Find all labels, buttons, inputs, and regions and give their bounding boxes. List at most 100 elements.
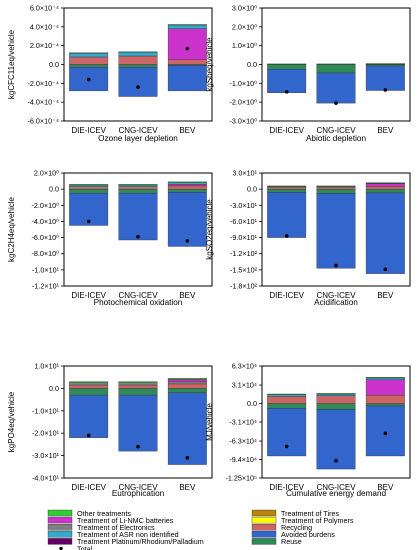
bar-segment-recycling	[365, 394, 405, 404]
legend-total-marker	[59, 546, 63, 550]
total-marker	[136, 85, 140, 89]
legend-swatch-treatment-asr	[47, 531, 73, 538]
legend-swatch-other-treatments	[47, 509, 73, 517]
bar-segment-treatment-asr	[118, 184, 158, 187]
bar-segment-other-treatments	[316, 63, 356, 65]
bar-segment-recycling	[69, 186, 109, 190]
legend-swatch-treatment-polymers	[251, 516, 277, 524]
bar-segment-recycling	[316, 186, 356, 190]
y-tick-label: 2.0×10⁰	[232, 22, 257, 31]
x-tick-label: CNG-ICEV	[316, 291, 356, 300]
y-tick-label: 3.1×10⁴	[232, 381, 257, 390]
bar-segment-avoided-burdens	[267, 192, 307, 238]
bar-segment-recycling	[316, 395, 356, 404]
bar-segment-recycling	[118, 186, 158, 190]
bar-segment-reuse	[267, 64, 307, 70]
y-axis-label: MJ/vehicle	[205, 403, 214, 441]
y-tick-label: -3.0×10⁰	[230, 117, 258, 126]
bar-segment-treatment-asr	[167, 182, 207, 185]
bar-segment-treatment-asr	[69, 184, 109, 187]
y-tick-label: -6.0×10¹	[230, 217, 258, 226]
x-tick-label: DIE-ICEV	[269, 291, 304, 300]
y-tick-label: 3.0×10⁰	[232, 4, 257, 13]
y-axis-label: kgSO2eq/vehicle	[205, 199, 214, 260]
y-tick-label: 0.0	[247, 185, 257, 194]
bar-segment-recycling	[267, 396, 307, 404]
y-axis-label: kgPO4eq/vehicle	[7, 391, 16, 452]
bar-segment-avoided-burdens	[118, 394, 158, 452]
bar-segment-other-treatments	[267, 185, 307, 187]
bar-segment-other-treatments	[118, 51, 158, 53]
x-tick-label: CNG-ICEV	[316, 483, 356, 492]
bar-segment-treatment-li-nmc	[365, 379, 405, 396]
chart-panel-1: -6.0×10⁻⁴ -4.0×10⁻⁴ -2.0×10⁻⁴ 0.0 2.0×10⁻⁴ 4.…	[7, 4, 213, 143]
y-tick-label: -2.0×10⁰	[230, 98, 258, 107]
total-marker	[383, 267, 388, 272]
bar-segment-treatment-asr	[167, 24, 207, 29]
bar-segment-treatment-li-nmc	[365, 183, 405, 187]
bar-segment-reuse	[267, 403, 307, 409]
x-tick-label: DIE-ICEV	[71, 483, 106, 492]
bar-segment-reuse	[69, 188, 109, 194]
bar-segment-other-treatments	[167, 24, 207, 26]
bar-segment-reuse	[316, 64, 356, 74]
legend-label: Treatment of Tires	[281, 509, 339, 518]
legend-swatch-treatment-li-nmc	[47, 516, 73, 524]
legend-swatch-avoided-burdens	[251, 531, 277, 538]
y-tick-label: -1.0×10⁰	[230, 79, 258, 88]
bar-segment-avoided-burdens	[365, 405, 405, 457]
y-tick-label: -1.2×10²	[230, 249, 258, 258]
legend-label: Recycling	[281, 523, 312, 532]
bar-segment-reuse	[365, 403, 405, 407]
total-marker	[136, 444, 140, 449]
total-marker	[86, 77, 91, 82]
x-tick-label: DIE-ICEV	[71, 291, 106, 300]
y-tick-label: -6.0×10⁰	[32, 233, 60, 242]
bar-segment-treatment-li-nmc	[167, 379, 207, 382]
bar-segment-reuse	[167, 388, 207, 394]
chart-title: Photochemical oxidation	[94, 298, 183, 307]
bar-segment-other-treatments	[69, 184, 109, 186]
y-tick-label: -9.0×10¹	[230, 233, 258, 242]
bar-segment-recycling	[167, 59, 207, 65]
bar-segment-recycling	[69, 384, 109, 389]
bar-segment-avoided-burdens	[69, 394, 109, 438]
y-axis-label: kgSbeq/vehicle	[205, 37, 214, 92]
bar-segment-reuse	[69, 64, 109, 68]
total-marker	[334, 101, 338, 105]
bar-segment-reuse	[267, 188, 307, 193]
bar-segment-recycling	[267, 186, 307, 190]
total-marker	[383, 431, 388, 436]
bar-segment-treatment-asr	[365, 377, 405, 380]
legend-label: Avoided burdens	[281, 530, 335, 539]
y-tick-label: -4.0×10¹	[32, 474, 60, 483]
total-marker	[86, 433, 91, 438]
x-tick-label: DIE-ICEV	[269, 126, 304, 135]
x-tick-label: BEV	[179, 126, 196, 135]
bar-segment-reuse	[118, 388, 158, 396]
bar-segment-avoided-burdens	[167, 65, 207, 92]
bar-segment-avoided-burdens	[118, 67, 158, 97]
bar-segment-other-treatments	[69, 52, 109, 54]
y-tick-label: 0.0	[49, 384, 59, 393]
y-tick-label: 0.0	[49, 185, 59, 194]
total-marker	[185, 46, 190, 51]
x-tick-label: BEV	[179, 291, 196, 300]
y-tick-label: -2.0×10¹	[32, 429, 60, 438]
bar-segment-reuse	[316, 188, 356, 194]
x-tick-label: DIE-ICEV	[269, 483, 304, 492]
y-tick-label: 0.0	[49, 60, 59, 69]
y-tick-label: -9.4×10⁴	[229, 455, 257, 464]
y-tick-label: -4.0×10⁻⁴	[28, 98, 59, 107]
bar-segment-avoided-burdens	[365, 65, 405, 91]
chart-panel-6: -1.25×10⁵ -9.4×10⁴ -6.3×10⁴ -3.1×10⁴ 0.0 3.1×…	[205, 362, 411, 498]
bar-segment-treatment-li-nmc	[167, 184, 207, 187]
bar-segment-treatment-asr	[267, 394, 307, 397]
bar-segment-other-treatments	[167, 378, 207, 380]
bar-segment-avoided-burdens	[316, 193, 356, 269]
x-tick-label: CNG-ICEV	[118, 126, 158, 135]
y-tick-label: 6.3×10⁴	[232, 362, 257, 371]
x-tick-label: DIE-ICEV	[71, 126, 106, 135]
bar-segment-recycling	[118, 384, 158, 389]
